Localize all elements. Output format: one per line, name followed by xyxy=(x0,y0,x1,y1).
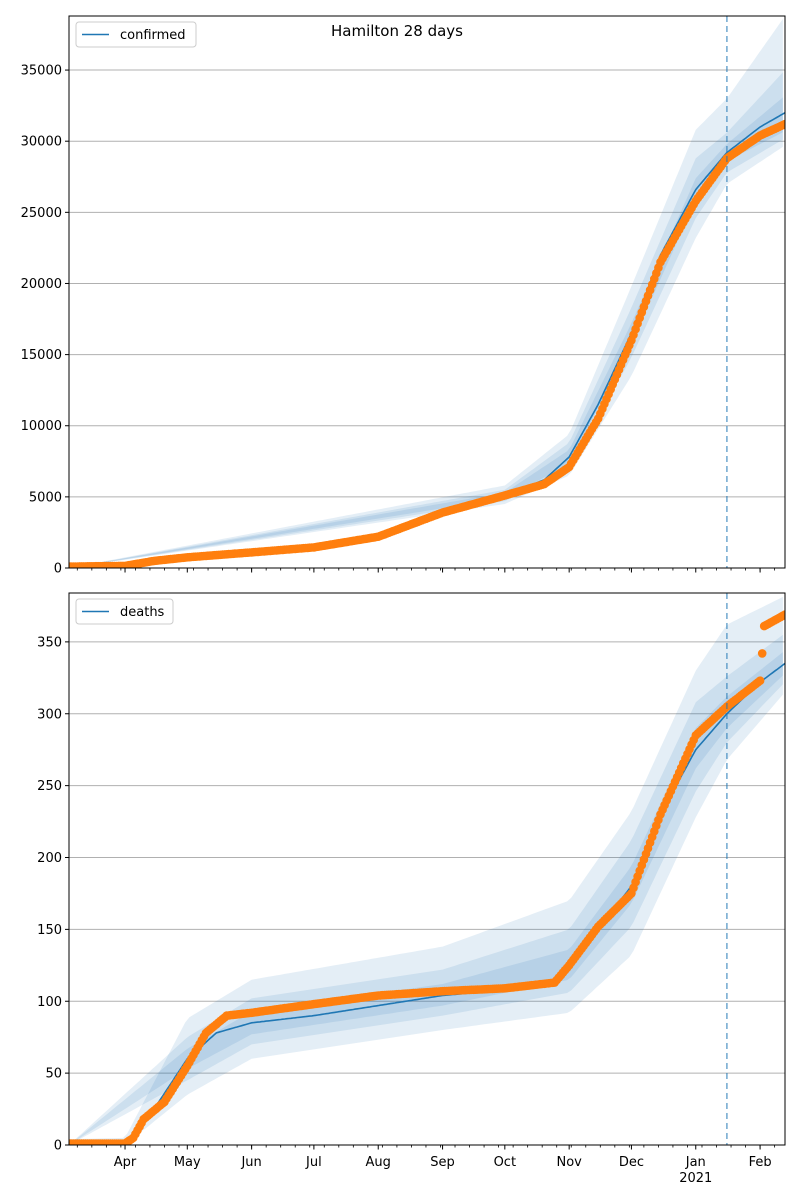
y-tick-label: 0 xyxy=(54,562,62,577)
y-tick-label: 150 xyxy=(37,923,62,938)
x-month-label: Jan xyxy=(685,1155,706,1170)
y-tick-label: 10000 xyxy=(21,419,62,434)
legend-box xyxy=(75,598,174,625)
x-month-label: Nov xyxy=(556,1155,582,1170)
y-tick-label: 20000 xyxy=(21,277,62,292)
axes-frame xyxy=(68,592,786,1146)
x-month-label: Oct xyxy=(494,1155,516,1170)
plot-area xyxy=(69,596,785,1145)
uncertainty-band xyxy=(69,18,783,568)
y-tick-label: 0 xyxy=(54,1139,62,1154)
x-month-label: Feb xyxy=(749,1155,772,1170)
legend-box xyxy=(75,21,197,48)
chart-title: Hamilton 28 days xyxy=(331,22,463,40)
y-tick-label: 30000 xyxy=(21,135,62,150)
y-tick-label: 100 xyxy=(37,995,62,1010)
y-tick-label: 200 xyxy=(37,851,62,866)
x-month-label: Sep xyxy=(430,1155,455,1170)
legend: deaths xyxy=(75,598,174,625)
y-tick-label: 300 xyxy=(37,707,62,722)
uncertainty-band xyxy=(69,596,783,1145)
x-month-label: Jun xyxy=(240,1155,261,1170)
y-tick-label: 15000 xyxy=(21,348,62,363)
observed-point xyxy=(755,676,765,685)
x-month-label: Apr xyxy=(114,1155,137,1170)
axes-frame xyxy=(68,15,786,569)
legend-label: deaths xyxy=(120,605,165,620)
x-month-label: Jul xyxy=(305,1155,322,1170)
y-tick-label: 5000 xyxy=(29,490,62,505)
x-month-label: Dec xyxy=(619,1155,644,1170)
deaths-panel: 0 50 100 150 200 250 300 350 Apr May Jun Jul Aug Sep O… xyxy=(37,592,786,1186)
y-tick-label: 50 xyxy=(45,1067,62,1082)
y-tick-label: 35000 xyxy=(21,64,62,79)
confirmed-panel: 0 5000 10000 15000 20000 25000 30000 35000 confi… xyxy=(21,15,786,577)
x-month-label: May xyxy=(174,1155,201,1170)
observed-point xyxy=(780,610,785,619)
y-tick-label: 25000 xyxy=(21,206,62,221)
legend: confirmed xyxy=(75,21,197,48)
x-year-label: 2021 xyxy=(679,1171,712,1186)
y-tick-label: 250 xyxy=(37,779,62,794)
uncertainty-band xyxy=(69,652,783,1145)
observed-point xyxy=(780,119,785,129)
y-tick-label: 350 xyxy=(37,635,62,650)
legend-label: confirmed xyxy=(120,28,186,43)
observed-point xyxy=(757,649,767,658)
plot-area xyxy=(69,18,785,568)
x-month-label: Aug xyxy=(366,1155,391,1170)
